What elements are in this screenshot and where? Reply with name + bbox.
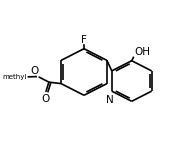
Text: OH: OH <box>134 47 150 57</box>
Text: methyl: methyl <box>2 74 27 80</box>
Text: O: O <box>41 94 49 104</box>
Text: N: N <box>106 95 114 105</box>
Text: F: F <box>81 35 87 45</box>
Text: O: O <box>30 66 38 76</box>
